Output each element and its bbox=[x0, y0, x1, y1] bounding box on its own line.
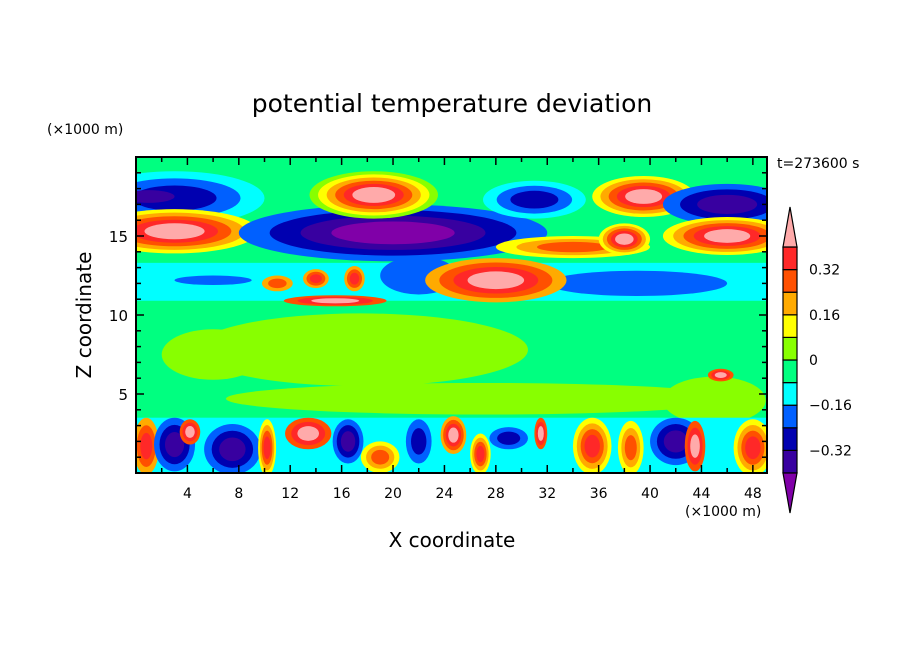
x-tick-label: 28 bbox=[487, 486, 505, 502]
contour-region bbox=[662, 376, 766, 425]
contour-region bbox=[690, 434, 700, 458]
colorbar-box bbox=[782, 449, 798, 474]
contour-region bbox=[547, 270, 728, 297]
y-unit-label: (×1000 m) bbox=[47, 122, 123, 138]
contour-region bbox=[352, 187, 396, 203]
contour-region bbox=[476, 445, 485, 463]
contour-region bbox=[714, 372, 727, 378]
contour-region bbox=[297, 426, 320, 441]
contour-region bbox=[584, 434, 600, 458]
contour-region bbox=[536, 241, 609, 253]
contour-region bbox=[704, 229, 751, 243]
contour-region bbox=[263, 436, 271, 460]
contour-region bbox=[136, 190, 175, 203]
x-tick-label: 20 bbox=[384, 486, 402, 502]
colorbar-label: −0.16 bbox=[809, 398, 852, 414]
y-tick-label: 10 bbox=[109, 307, 128, 325]
contour-region bbox=[311, 298, 360, 304]
contour-region bbox=[185, 426, 195, 438]
colorbar: 0.32 0.16 0 −0.16 −0.32 bbox=[782, 206, 852, 514]
x-axis-label: X coordinate bbox=[389, 528, 516, 552]
colorbar-box bbox=[782, 404, 798, 429]
colorbar-box bbox=[782, 314, 798, 338]
contour-region bbox=[697, 194, 758, 214]
x-tick-label: 24 bbox=[436, 486, 454, 502]
contour-field bbox=[136, 157, 767, 473]
colorbar-label: 0 bbox=[809, 353, 818, 369]
x-tick-label: 48 bbox=[744, 486, 762, 502]
colorbar-extend-min bbox=[782, 472, 798, 514]
contour-region bbox=[340, 431, 356, 452]
x-tick-label: 16 bbox=[333, 486, 351, 502]
contour-region bbox=[268, 278, 287, 289]
colorbar-label: 0.16 bbox=[809, 308, 840, 324]
time-label: t=273600 s bbox=[777, 156, 859, 172]
contour-region bbox=[161, 329, 265, 380]
contour-region bbox=[745, 436, 761, 460]
colorbar-box bbox=[782, 269, 798, 293]
contour-region bbox=[174, 275, 252, 285]
contour-region bbox=[144, 223, 205, 240]
contour-region bbox=[225, 382, 741, 415]
chart-title: potential temperature deviation bbox=[252, 89, 652, 118]
x-tick-label: 40 bbox=[641, 486, 659, 502]
contour-region bbox=[219, 437, 246, 462]
y-tick-label: 5 bbox=[118, 386, 128, 404]
contour-region bbox=[411, 428, 427, 455]
x-tick-label: 36 bbox=[590, 486, 608, 502]
contour-region bbox=[497, 431, 521, 445]
x-tick-label: 12 bbox=[281, 486, 299, 502]
colorbar-box bbox=[782, 359, 798, 384]
colorbar-extend-max bbox=[782, 206, 798, 248]
colorbar-label: −0.32 bbox=[809, 443, 852, 459]
colorbar-box bbox=[782, 427, 798, 451]
y-tick-label: 15 bbox=[109, 228, 128, 246]
x-tick-label: 44 bbox=[693, 486, 711, 502]
contour-region bbox=[193, 313, 528, 387]
contour-region bbox=[371, 449, 390, 465]
contour-region bbox=[448, 427, 459, 443]
contour-region bbox=[537, 426, 544, 441]
contour-region bbox=[140, 432, 153, 460]
contour-region bbox=[164, 432, 185, 458]
x-tick-label: 32 bbox=[538, 486, 556, 502]
colorbar-label: 0.32 bbox=[809, 263, 840, 279]
contour-region bbox=[349, 272, 360, 285]
contour-region bbox=[309, 274, 322, 284]
colorbar-box bbox=[782, 382, 798, 406]
contour-region bbox=[467, 271, 525, 290]
colorbar-box bbox=[782, 336, 798, 361]
y-axis-label: Z coordinate bbox=[72, 252, 96, 379]
contour-region bbox=[510, 190, 559, 209]
contour-region bbox=[624, 435, 637, 461]
colorbar-box bbox=[782, 291, 798, 316]
x-unit-label: (×1000 m) bbox=[685, 504, 761, 520]
x-tick-label: 8 bbox=[234, 486, 243, 502]
contour-region bbox=[615, 233, 634, 245]
contour-region bbox=[331, 221, 455, 245]
x-tick-label: 4 bbox=[183, 486, 192, 502]
contour-region bbox=[663, 430, 688, 453]
colorbar-box bbox=[782, 246, 798, 271]
contour-region bbox=[625, 189, 663, 204]
